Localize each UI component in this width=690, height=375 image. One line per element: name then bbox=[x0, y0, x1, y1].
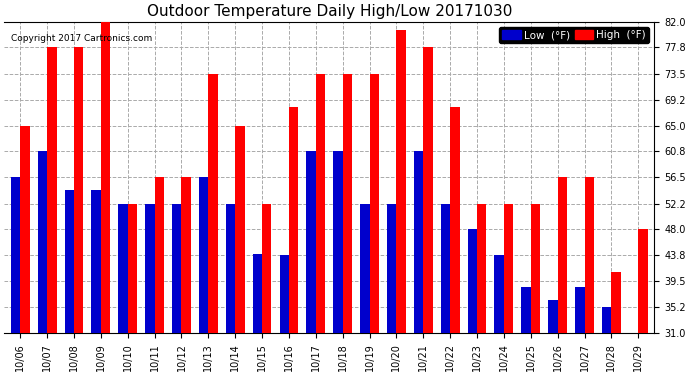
Bar bbox=[65, 190, 74, 375]
Bar bbox=[370, 74, 379, 375]
Bar bbox=[477, 204, 486, 375]
Bar bbox=[235, 126, 245, 375]
Bar bbox=[414, 151, 423, 375]
Bar bbox=[208, 74, 218, 375]
Bar bbox=[128, 204, 137, 375]
Bar bbox=[262, 204, 271, 375]
Bar bbox=[145, 204, 155, 375]
Bar bbox=[11, 177, 20, 375]
Bar bbox=[450, 107, 460, 375]
Bar bbox=[279, 255, 289, 375]
Bar bbox=[629, 333, 638, 375]
Text: Copyright 2017 Cartronics.com: Copyright 2017 Cartronics.com bbox=[10, 34, 152, 43]
Bar bbox=[575, 287, 584, 375]
Bar bbox=[397, 30, 406, 375]
Bar bbox=[74, 47, 83, 375]
Bar bbox=[316, 74, 325, 375]
Bar bbox=[441, 204, 450, 375]
Bar bbox=[172, 204, 181, 375]
Bar bbox=[387, 204, 397, 375]
Bar bbox=[611, 272, 621, 375]
Bar bbox=[199, 177, 208, 375]
Bar bbox=[47, 47, 57, 375]
Bar bbox=[92, 190, 101, 375]
Bar bbox=[468, 230, 477, 375]
Bar bbox=[253, 254, 262, 375]
Bar bbox=[101, 22, 110, 375]
Legend: Low  (°F), High  (°F): Low (°F), High (°F) bbox=[500, 27, 649, 44]
Bar bbox=[584, 177, 594, 375]
Bar bbox=[522, 287, 531, 375]
Bar bbox=[181, 177, 191, 375]
Bar bbox=[333, 151, 343, 375]
Bar bbox=[343, 74, 352, 375]
Bar bbox=[360, 204, 370, 375]
Title: Outdoor Temperature Daily High/Low 20171030: Outdoor Temperature Daily High/Low 20171… bbox=[146, 4, 512, 19]
Bar bbox=[38, 151, 47, 375]
Bar bbox=[306, 151, 316, 375]
Bar bbox=[531, 204, 540, 375]
Bar bbox=[289, 107, 298, 375]
Bar bbox=[602, 308, 611, 375]
Bar bbox=[558, 177, 567, 375]
Bar bbox=[504, 204, 513, 375]
Bar bbox=[495, 255, 504, 375]
Bar bbox=[226, 204, 235, 375]
Bar bbox=[549, 300, 558, 375]
Bar bbox=[638, 230, 648, 375]
Bar bbox=[119, 204, 128, 375]
Bar bbox=[20, 126, 30, 375]
Bar bbox=[155, 177, 164, 375]
Bar bbox=[423, 47, 433, 375]
